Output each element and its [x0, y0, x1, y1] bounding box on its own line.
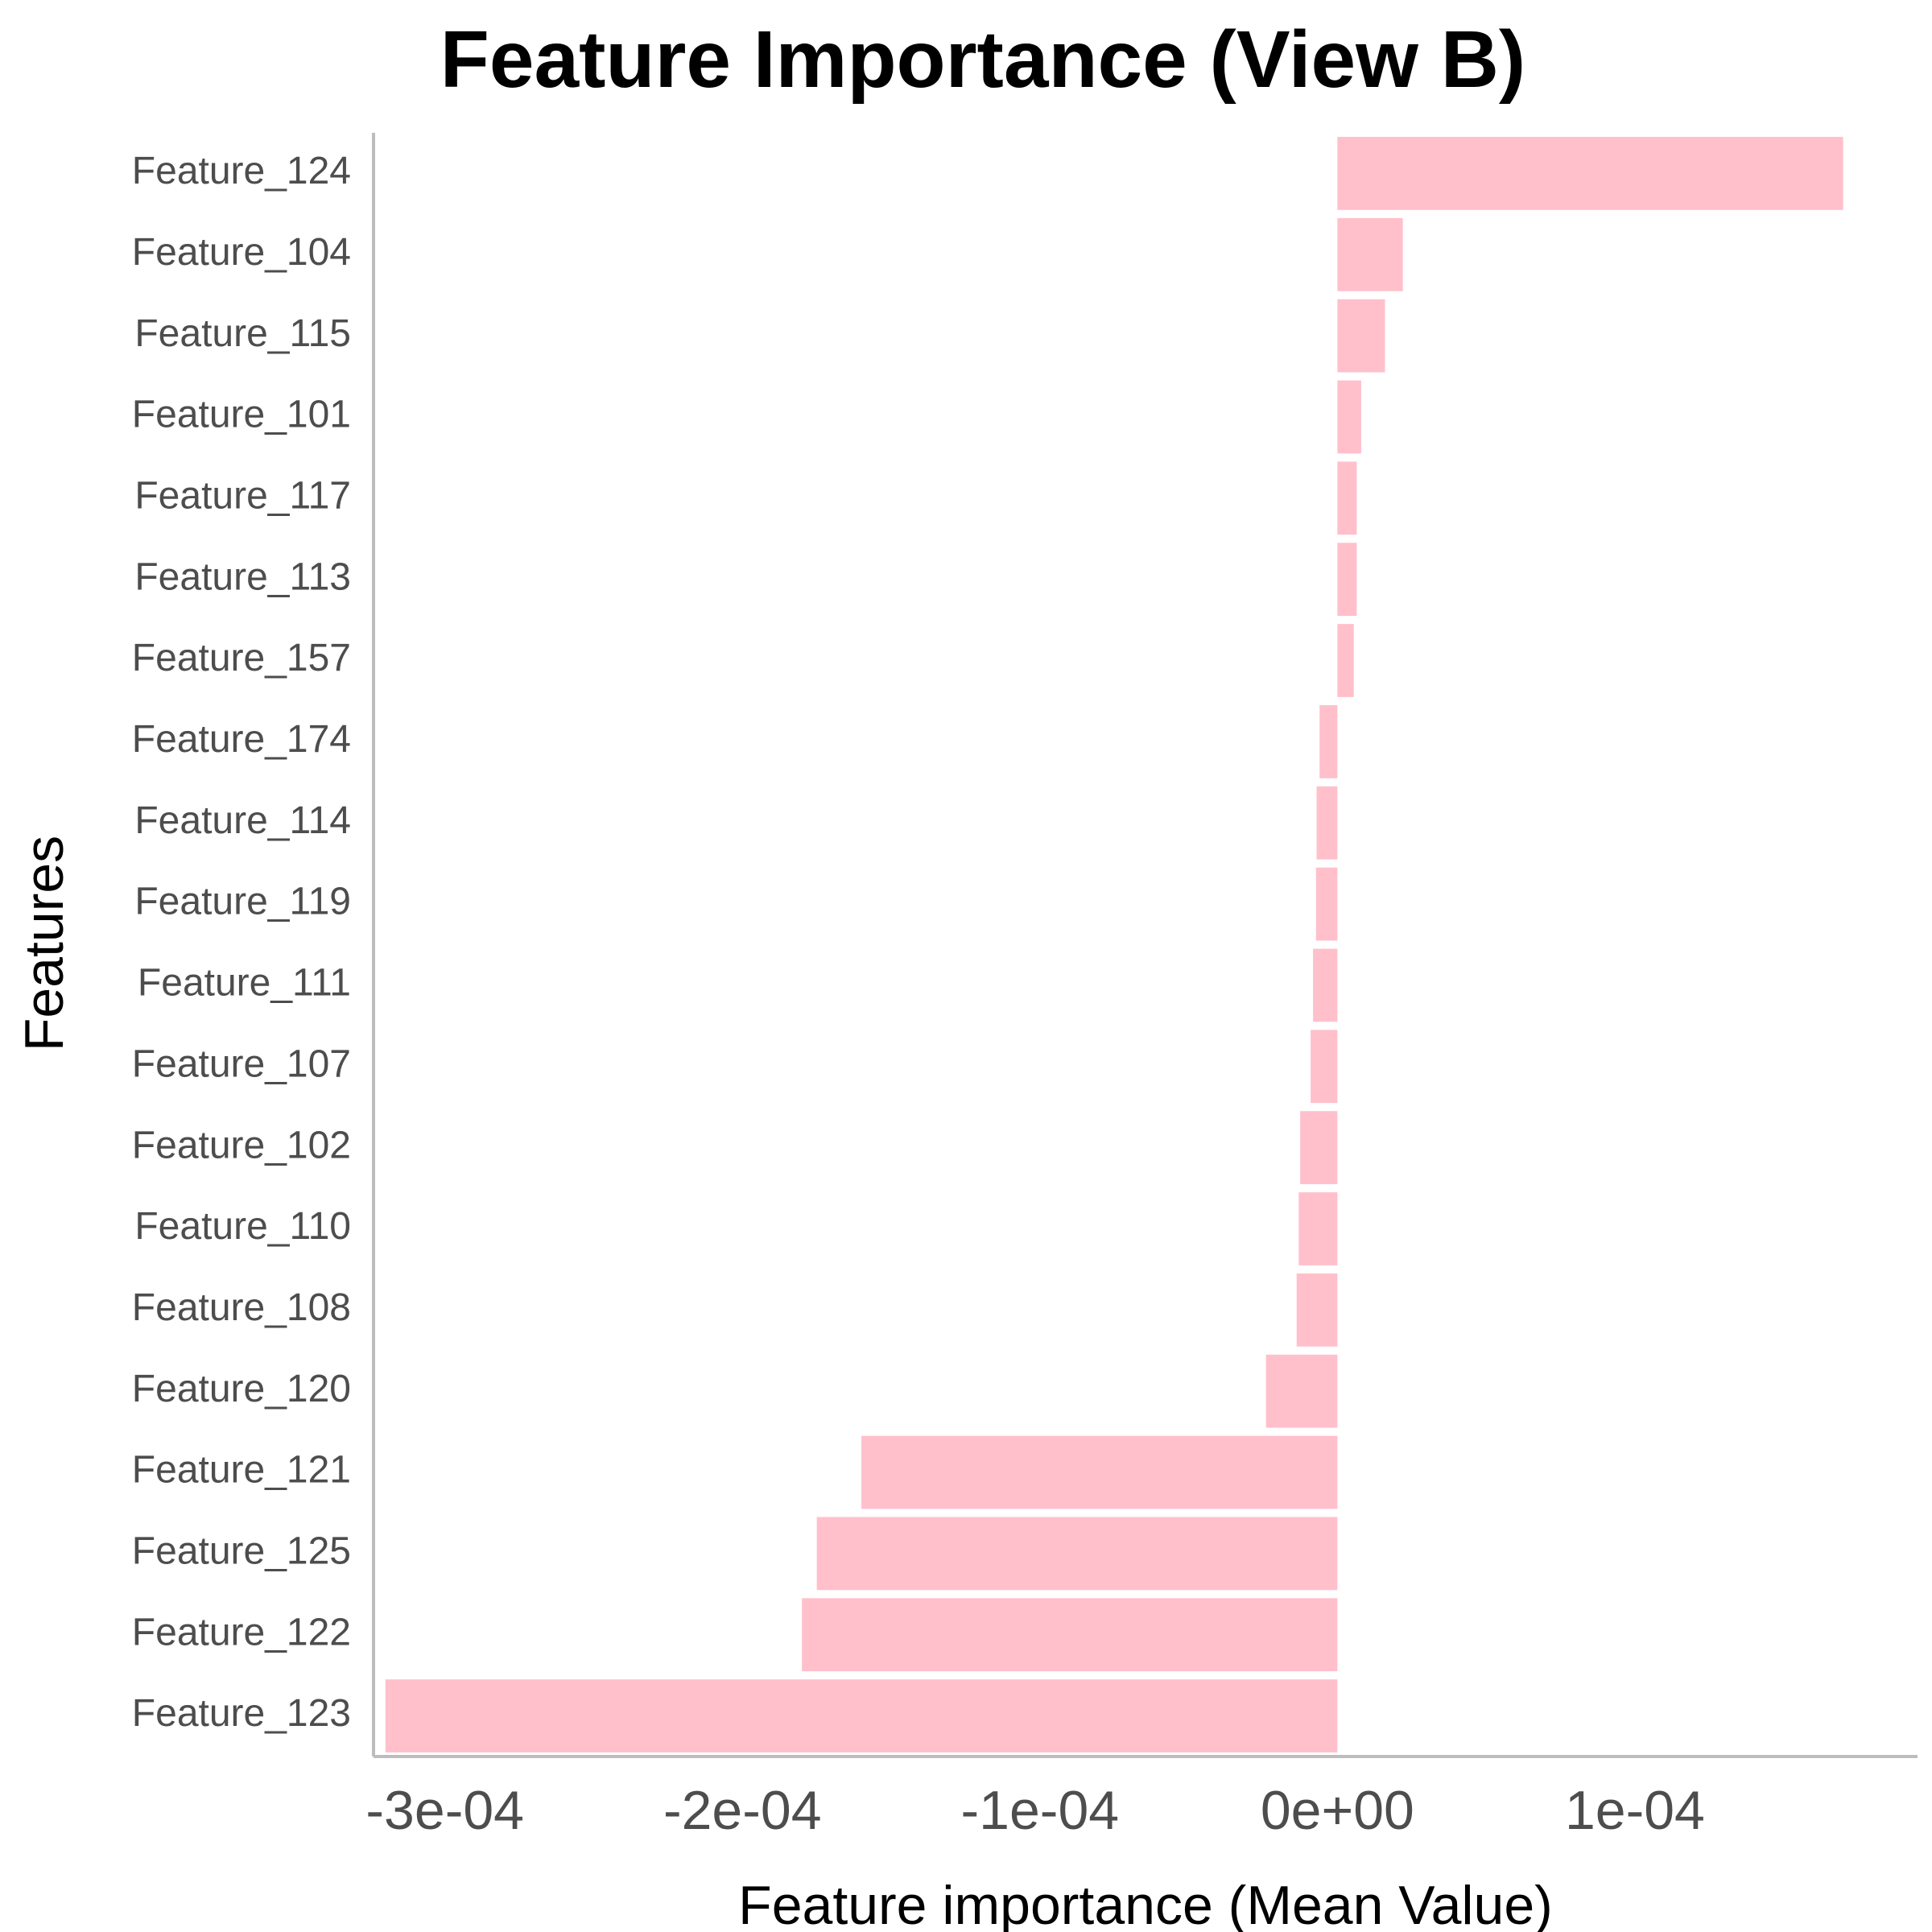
y-tick-label: Feature_111 — [138, 962, 351, 1005]
bar-feature-114 — [1316, 786, 1338, 860]
bar-feature-124 — [1337, 137, 1843, 210]
bar-feature-102 — [1300, 1111, 1338, 1185]
y-tick-label: Feature_108 — [132, 1286, 351, 1329]
y-tick-label: Feature_101 — [132, 394, 351, 436]
bar-feature-119 — [1315, 867, 1338, 941]
x-tick-label: -1e-04 — [961, 1780, 1120, 1841]
bar-feature-115 — [1337, 299, 1385, 373]
bar-feature-104 — [1337, 217, 1403, 291]
y-tick-label: Feature_123 — [132, 1692, 351, 1735]
y-tick-label: Feature_110 — [134, 1205, 351, 1248]
y-tick-label: Feature_107 — [132, 1042, 351, 1085]
x-tick-label: -3e-04 — [365, 1780, 524, 1841]
bar-feature-101 — [1337, 380, 1361, 454]
bar-feature-174 — [1319, 704, 1338, 778]
x-tick-label: -2e-04 — [663, 1780, 822, 1841]
y-tick-label: Feature_120 — [132, 1368, 351, 1410]
y-tick-label: Feature_124 — [132, 150, 351, 192]
y-axis-title: Features — [14, 836, 75, 1051]
bar-feature-111 — [1313, 948, 1338, 1022]
bar-feature-107 — [1311, 1030, 1338, 1104]
y-tick-label: Feature_115 — [134, 312, 351, 355]
bar-feature-123 — [385, 1679, 1338, 1752]
bars-group — [385, 137, 1843, 1752]
x-tick-labels: -3e-04 -2e-04 -1e-04 0e+00 1e-04 — [365, 1780, 1704, 1841]
y-tick-label: Feature_121 — [132, 1449, 351, 1492]
bar-feature-110 — [1298, 1192, 1338, 1265]
x-tick-label: 0e+00 — [1261, 1780, 1414, 1841]
bar-feature-125 — [816, 1517, 1338, 1591]
bar-feature-113 — [1337, 543, 1357, 617]
y-tick-label: Feature_125 — [132, 1530, 351, 1573]
bar-feature-120 — [1265, 1354, 1338, 1428]
y-tick-label: Feature_102 — [132, 1124, 351, 1166]
y-tick-labels: Feature_124 Feature_104 Feature_115 Feature… — [132, 150, 351, 1735]
y-tick-label: Feature_174 — [132, 718, 351, 761]
bar-feature-157 — [1337, 624, 1354, 697]
chart-title: Feature Importance (View B) — [440, 14, 1526, 105]
y-tick-label: Feature_104 — [132, 231, 351, 274]
y-tick-label: Feature_122 — [132, 1611, 351, 1653]
y-tick-label: Feature_117 — [134, 474, 351, 517]
y-tick-label: Feature_113 — [134, 555, 351, 598]
bar-feature-122 — [802, 1598, 1338, 1672]
y-tick-label: Feature_119 — [134, 881, 351, 923]
bar-feature-121 — [861, 1435, 1338, 1509]
y-tick-label: Feature_157 — [132, 637, 351, 679]
bar-feature-117 — [1337, 461, 1357, 535]
bar-feature-108 — [1296, 1273, 1338, 1347]
y-tick-label: Feature_114 — [134, 799, 351, 842]
x-tick-label: 1e-04 — [1565, 1780, 1705, 1841]
x-axis-title: Feature importance (Mean Value) — [738, 1875, 1553, 1932]
